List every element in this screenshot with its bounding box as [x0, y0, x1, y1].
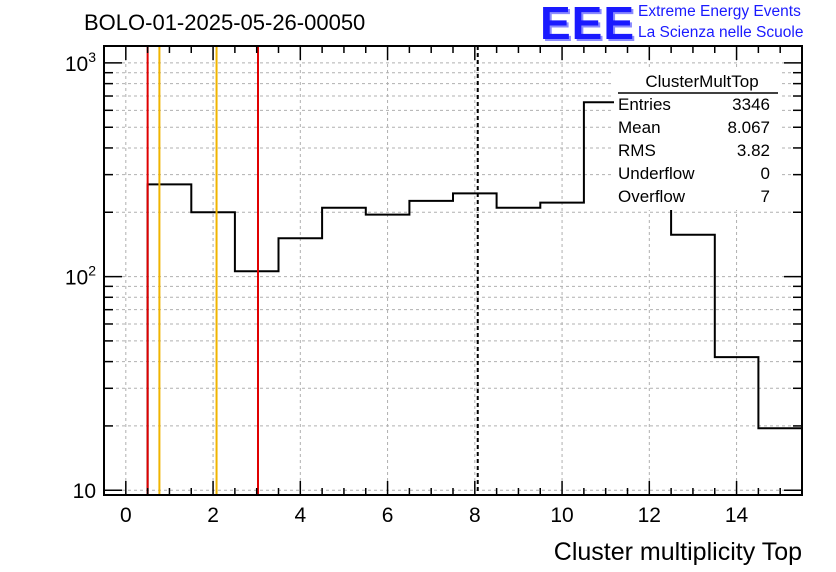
x-tick-label: 0 — [120, 504, 132, 527]
grid — [104, 46, 802, 495]
stats-row-value: 8.067 — [727, 118, 770, 137]
stats-row-value: 7 — [761, 187, 770, 206]
x-tick-label: 12 — [638, 504, 661, 527]
stats-row-label: Overflow — [618, 187, 686, 206]
logo-line-1: Extreme Energy Events — [638, 3, 801, 20]
x-axis-label: Cluster multiplicity Top — [554, 538, 802, 566]
logo-line-2: La Scienza nelle Scuole — [638, 24, 804, 41]
x-tick-label: 4 — [294, 504, 306, 527]
x-tick-label: 2 — [207, 504, 219, 527]
stats-row-value: 3.82 — [737, 141, 770, 160]
eee-logo-mark: EEE — [540, 0, 636, 49]
chart-title: BOLO-01-2025-05-26-00050 — [84, 10, 366, 35]
stats-row-value: 3346 — [732, 95, 770, 114]
x-tick-label: 14 — [725, 504, 749, 527]
stats-box-title: ClusterMultTop — [645, 72, 758, 91]
x-ticks: 0 2 4 6 8 10 12 14 — [103, 46, 803, 527]
x-tick-label: 8 — [469, 504, 481, 527]
stats-row-label: RMS — [618, 141, 656, 160]
stats-row-label: Entries — [618, 95, 671, 114]
x-tick-label: 10 — [550, 504, 573, 527]
stats-row-label: Mean — [618, 118, 661, 137]
x-tick-label: 6 — [382, 504, 394, 527]
y-ticks: 10 102 103 — [65, 49, 802, 503]
y-tick-label: 10 — [73, 480, 96, 503]
stats-row-label: Underflow — [618, 164, 695, 183]
stats-row-value: 0 — [761, 164, 770, 183]
y-tick-label: 103 — [65, 49, 96, 76]
stats-box: ClusterMultTop Entries 3346 Mean 8.067 RMS 3.8… — [614, 70, 782, 210]
histogram-outline — [146, 101, 802, 495]
y-tick-label: 102 — [65, 263, 96, 290]
